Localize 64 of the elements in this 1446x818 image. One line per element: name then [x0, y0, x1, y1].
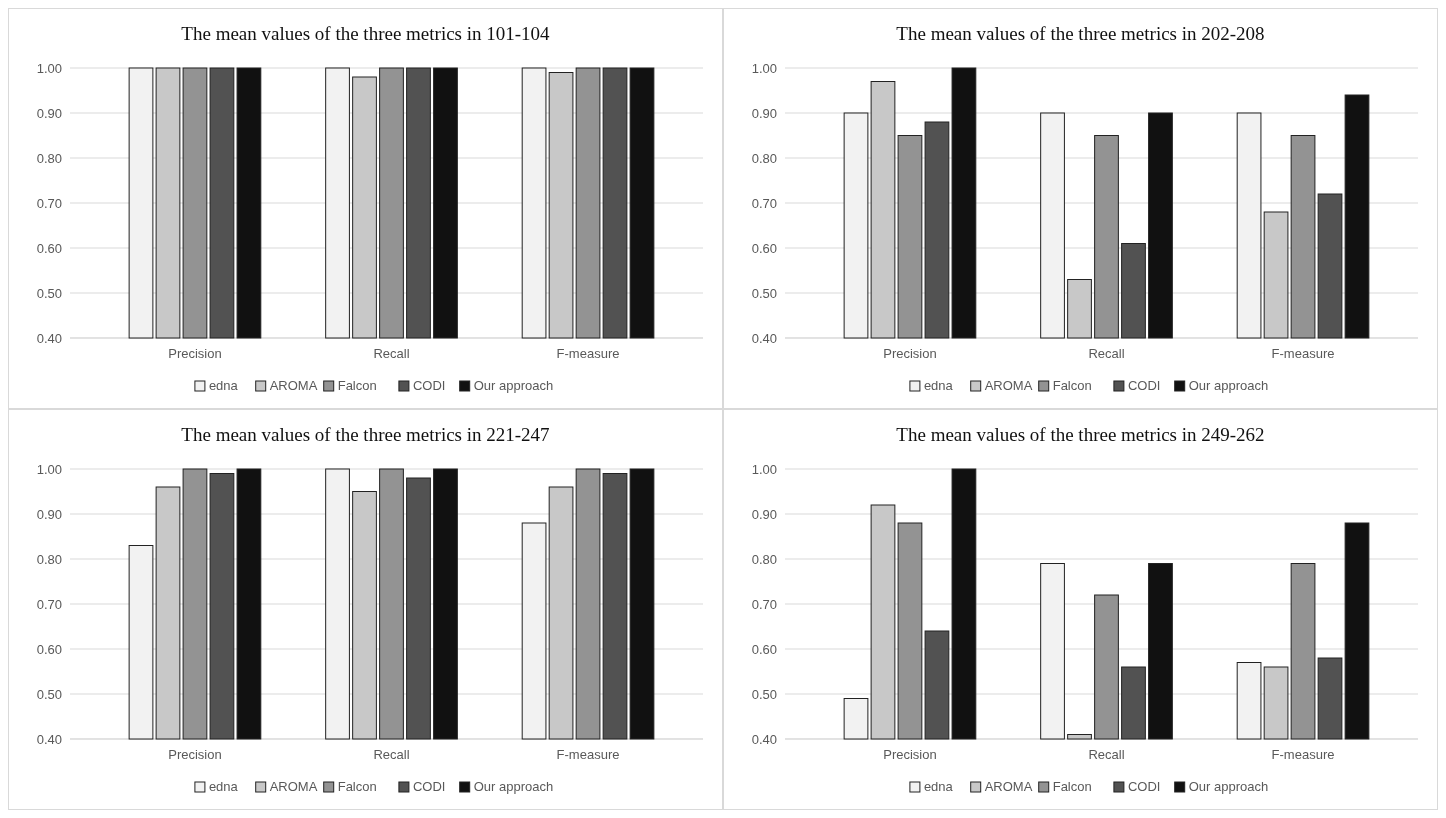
legend-label: AROMA	[984, 378, 1033, 393]
legend-label: Falcon	[337, 779, 377, 794]
x-tick-label: F-measure	[556, 346, 620, 361]
y-tick-label: 0.60	[36, 641, 62, 657]
y-tick-label: 0.50	[36, 686, 62, 702]
chart-title: The mean values of the three metrics in 101-104	[181, 23, 551, 44]
x-tick-label: Precision	[883, 346, 937, 361]
chart-title: The mean values of the three metrics in 221-247	[181, 424, 550, 445]
legend-label: edna	[208, 378, 239, 393]
y-tick-label: 0.60	[751, 641, 777, 657]
legend-label: edna	[923, 779, 954, 794]
y-tick-label: 0.60	[751, 240, 777, 256]
legend-label: Our approach	[473, 378, 554, 393]
legend-label: edna	[208, 779, 239, 794]
y-tick-label: 0.80	[36, 150, 62, 166]
x-tick-label: Precision	[883, 747, 937, 762]
y-tick-label: 0.40	[751, 330, 777, 346]
y-tick-label: 1.00	[36, 60, 62, 76]
x-tick-label: F-measure	[1271, 346, 1335, 361]
legend-label: AROMA	[269, 779, 318, 794]
legend-label: CODI	[1127, 779, 1161, 794]
y-tick-label: 0.90	[36, 105, 62, 121]
legend-label: Our approach	[1188, 378, 1269, 393]
legend-label: Falcon	[1052, 378, 1092, 393]
x-tick-label: Recall	[373, 346, 410, 361]
legend-label: edna	[923, 378, 954, 393]
legend-label: AROMA	[984, 779, 1033, 794]
legend-label: Falcon	[1052, 779, 1092, 794]
y-tick-label: 0.40	[36, 330, 62, 346]
y-tick-label: 0.40	[36, 731, 62, 747]
legend-label: AROMA	[269, 378, 318, 393]
y-tick-label: 0.50	[751, 686, 777, 702]
y-tick-label: 0.80	[751, 150, 777, 166]
legend-label: Our approach	[1188, 779, 1269, 794]
legend-label: CODI	[412, 378, 446, 393]
y-tick-label: 0.80	[751, 551, 777, 567]
y-tick-label: 0.60	[36, 240, 62, 256]
y-tick-label: 0.70	[751, 195, 777, 211]
legend-label: CODI	[1127, 378, 1161, 393]
y-tick-label: 0.80	[36, 551, 62, 567]
chart-title: The mean values of the three metrics in 249-262	[896, 424, 1265, 445]
y-tick-label: 0.70	[36, 596, 62, 612]
y-tick-label: 0.70	[751, 596, 777, 612]
y-tick-label: 0.40	[751, 731, 777, 747]
y-tick-label: 0.50	[751, 285, 777, 301]
x-tick-label: Recall	[373, 747, 410, 762]
legend-label: Our approach	[473, 779, 554, 794]
y-tick-label: 1.00	[751, 461, 777, 477]
y-tick-label: 0.90	[751, 105, 777, 121]
x-tick-label: Precision	[168, 747, 222, 762]
legend-label: CODI	[412, 779, 446, 794]
x-tick-label: F-measure	[556, 747, 620, 762]
y-tick-label: 0.50	[36, 285, 62, 301]
legend-label: Falcon	[337, 378, 377, 393]
y-tick-label: 1.00	[751, 60, 777, 76]
x-tick-label: Recall	[1088, 346, 1125, 361]
chart-title: The mean values of the three metrics in 202-208	[896, 23, 1265, 44]
y-tick-label: 0.90	[36, 506, 62, 522]
x-tick-label: F-measure	[1271, 747, 1335, 762]
y-tick-label: 1.00	[36, 461, 62, 477]
y-tick-label: 0.90	[751, 506, 777, 522]
x-tick-label: Recall	[1088, 747, 1125, 762]
x-tick-label: Precision	[168, 346, 222, 361]
y-tick-label: 0.70	[36, 195, 62, 211]
